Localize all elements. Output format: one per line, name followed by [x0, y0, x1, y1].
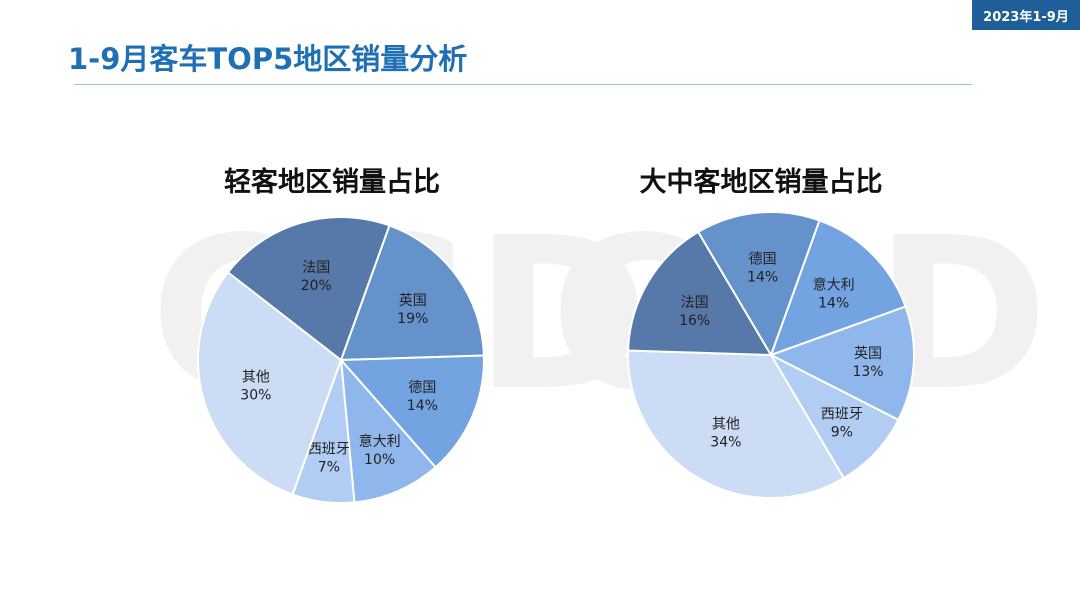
- pie-slice-1-2: [768, 352, 900, 480]
- page-title: 1-9月客车TOP5地区销量分析: [68, 42, 468, 76]
- title-divider: [74, 84, 972, 85]
- pie-slice-1-5: [696, 211, 821, 358]
- slice-category-label: 其他: [712, 416, 740, 432]
- pie-slice-0-0: [339, 224, 485, 362]
- pie-chart-mid-large-bus: 意大利 14% 英国 13% 西班牙 9% 其他 34% 法国 16% 德国 14%: [627, 211, 915, 499]
- slice-category-label: 英国: [399, 292, 427, 309]
- slice-category-label: 法国: [681, 295, 709, 311]
- slice-category-label: 法国: [302, 260, 330, 276]
- slice-value-label: 9%: [831, 425, 853, 441]
- slice-category-label: 西班牙: [308, 441, 350, 457]
- slice-value-label: 10%: [364, 452, 395, 468]
- slice-category-label: 德国: [749, 252, 777, 268]
- pie-slice-1-4: [627, 230, 773, 357]
- chart-title-light-bus: 轻客地区销量占比: [224, 167, 440, 198]
- slice-category-label: 西班牙: [821, 407, 863, 423]
- slice-value-label: 16%: [679, 313, 710, 329]
- slice-value-label: 13%: [852, 364, 883, 380]
- slice-category-label: 意大利: [359, 433, 401, 450]
- pie-slice-1-0: [769, 219, 907, 357]
- pie-slice-0-4: [197, 270, 343, 496]
- slice-value-label: 30%: [240, 388, 271, 404]
- slice-value-label: 14%: [407, 398, 438, 414]
- pie-slice-1-1: [768, 305, 915, 422]
- slice-value-label: 20%: [301, 278, 332, 294]
- slice-value-label: 14%: [818, 295, 849, 311]
- chart-title-mid-large-bus: 大中客地区销量占比: [639, 167, 883, 198]
- slice-value-label: 34%: [710, 434, 741, 450]
- slice-category-label: 英国: [854, 345, 882, 362]
- pie-slice-0-5: [226, 216, 391, 362]
- slice-category-label: 德国: [408, 380, 436, 396]
- slice-category-label: 意大利: [813, 276, 855, 293]
- date-badge: 2023年1-9月: [972, 0, 1080, 30]
- pie-slice-1-3: [627, 349, 846, 499]
- pie-chart-light-bus: 英国 19% 德国 14% 意大利 10% 西班牙 7% 其他 30% 法国 20%: [197, 216, 485, 504]
- slice-value-label: 19%: [397, 311, 428, 327]
- slice-value-label: 7%: [318, 459, 340, 475]
- slice-value-label: 14%: [747, 270, 778, 286]
- slice-category-label: 其他: [242, 370, 270, 386]
- pie-slice-0-1: [338, 354, 485, 469]
- pie-slice-0-2: [339, 357, 437, 504]
